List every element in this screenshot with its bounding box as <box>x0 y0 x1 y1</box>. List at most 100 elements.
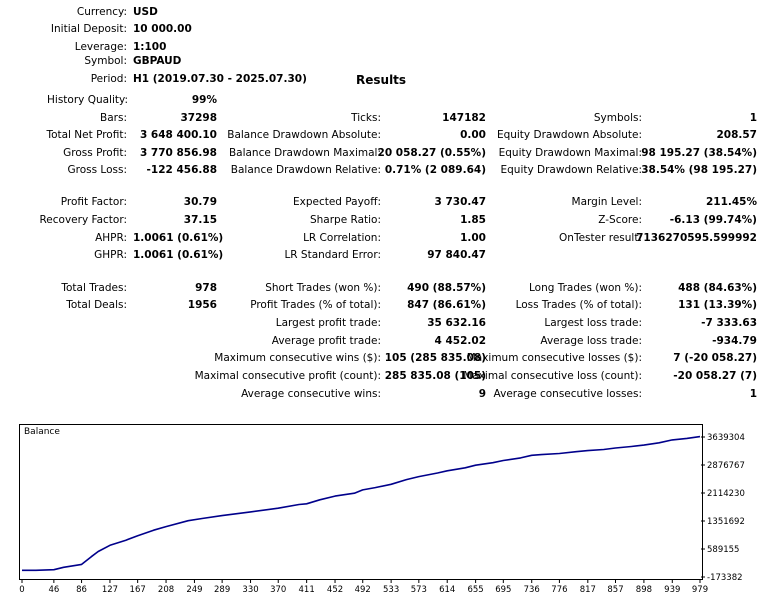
x-tick-label: 817 <box>580 585 596 595</box>
x-tick-label: 46 <box>48 585 59 595</box>
profit-factor-value: 30.79 <box>183 196 217 208</box>
x-tick-label: 979 <box>692 585 708 595</box>
symbol-value: GBPAUD <box>133 55 182 67</box>
leverage-value: 1:100 <box>133 41 167 53</box>
x-tick-label: 573 <box>411 585 427 595</box>
max-cons-wins-value: 105 (285 835.08) <box>384 352 486 364</box>
profit-trades-value: 847 (86.61%) <box>407 299 486 311</box>
lr-std-error-label: LR Standard Error: <box>284 249 381 261</box>
results-title: Results <box>356 73 407 87</box>
total-trades-value: 978 <box>195 282 217 294</box>
x-tick-label: 452 <box>327 585 343 595</box>
loss-trades-label: Loss Trades (% of total): <box>515 299 642 311</box>
history-quality-label: History Quality: <box>47 94 128 106</box>
balance-dd-max-value: 20 058.27 (0.55%) <box>377 147 486 159</box>
x-tick-label: 249 <box>186 585 202 595</box>
currency-label: Currency: <box>76 6 127 18</box>
net-profit-value: 3 648 400.10 <box>139 129 217 141</box>
deposit-label: Initial Deposit: <box>50 23 127 35</box>
x-tick-label: 86 <box>76 585 87 595</box>
x-tick-label: 614 <box>439 585 455 595</box>
expected-payoff-value: 3 730.47 <box>434 196 486 208</box>
ahpr-label: AHPR: <box>95 232 127 244</box>
balance-line <box>22 435 701 572</box>
equity-dd-abs-label: Equity Drawdown Absolute: <box>496 129 642 141</box>
margin-level-value: 211.45% <box>705 196 757 208</box>
y-tick-label: 2876767 <box>707 461 745 471</box>
avg-profit-value: 4 452.02 <box>434 335 486 347</box>
avg-cons-losses-value: 1 <box>749 388 757 400</box>
bars-value: 37298 <box>180 112 217 124</box>
x-tick-label: 167 <box>130 585 146 595</box>
y-tick-label: 3639304 <box>707 433 745 443</box>
avg-loss-value: -934.79 <box>712 335 757 347</box>
gross-profit-label: Gross Profit: <box>63 147 127 159</box>
max-cons-losses-label: Maximum consecutive losses ($): <box>466 352 642 364</box>
balance-dd-rel-label: Balance Drawdown Relative: <box>230 164 381 176</box>
symbols-value: 1 <box>749 112 757 124</box>
maximal-cons-profit-value: 285 835.08 (105) <box>384 370 486 382</box>
period-value: H1 (2019.07.30 - 2025.07.30) <box>133 73 307 85</box>
max-cons-wins-label: Maximum consecutive wins ($): <box>214 352 381 364</box>
equity-dd-abs-value: 208.57 <box>716 129 757 141</box>
x-tick-label: 736 <box>524 585 540 595</box>
deposit-value: 10 000.00 <box>133 23 192 35</box>
largest-loss-label: Largest loss trade: <box>544 317 642 329</box>
z-score-value: -6.13 (99.74%) <box>669 214 757 226</box>
sharpe-ratio-label: Sharpe Ratio: <box>309 214 381 226</box>
x-tick-label: 208 <box>158 585 174 595</box>
x-tick-label: 370 <box>270 585 286 595</box>
balance-dd-max-label: Balance Drawdown Maximal: <box>228 147 381 159</box>
loss-trades-value: 131 (13.39%) <box>678 299 757 311</box>
largest-profit-label: Largest profit trade: <box>275 317 381 329</box>
x-tick-label: 289 <box>214 585 230 595</box>
sharpe-ratio-value: 1.85 <box>460 214 486 226</box>
lr-correlation-label: LR Correlation: <box>303 232 381 244</box>
equity-dd-rel-label: Equity Drawdown Relative: <box>500 164 642 176</box>
symbols-label: Symbols: <box>593 112 642 124</box>
ghpr-value: 1.0061 (0.61%) <box>133 249 224 261</box>
avg-cons-wins-value: 9 <box>478 388 486 400</box>
bars-label: Bars: <box>100 112 127 124</box>
x-tick-label: 939 <box>664 585 680 595</box>
x-tick-label: 533 <box>383 585 399 595</box>
z-score-label: Z-Score: <box>598 214 642 226</box>
recovery-factor-value: 37.15 <box>183 214 217 226</box>
chart-title: Balance <box>24 427 60 437</box>
long-trades-value: 488 (84.63%) <box>678 282 757 294</box>
ghpr-label: GHPR: <box>94 249 127 261</box>
y-tick-label: -173382 <box>707 573 743 583</box>
gross-loss-value: -122 456.88 <box>146 164 217 176</box>
ahpr-value: 1.0061 (0.61%) <box>133 232 224 244</box>
x-tick-label: 857 <box>607 585 623 595</box>
equity-dd-max-label: Equity Drawdown Maximal: <box>498 147 642 159</box>
long-trades-label: Long Trades (won %): <box>528 282 642 294</box>
maximal-cons-loss-value: -20 058.27 (7) <box>673 370 757 382</box>
avg-cons-wins-label: Average consecutive wins: <box>241 388 381 400</box>
gross-profit-value: 3 770 856.98 <box>139 147 217 159</box>
ontester-label: OnTester result: <box>559 232 642 244</box>
equity-dd-rel-value: 38.54% (98 195.27) <box>641 164 757 176</box>
margin-level-label: Margin Level: <box>571 196 642 208</box>
avg-cons-losses-label: Average consecutive losses: <box>493 388 642 400</box>
x-tick-label: 411 <box>299 585 315 595</box>
y-tick-label: 1351692 <box>707 517 745 527</box>
x-tick-label: 655 <box>467 585 483 595</box>
x-tick-label: 127 <box>102 585 118 595</box>
y-tick-label: 589155 <box>707 545 739 555</box>
balance-dd-rel-value: 0.71% (2 089.64) <box>384 164 486 176</box>
net-profit-label: Total Net Profit: <box>46 129 127 141</box>
x-tick-label: 492 <box>355 585 371 595</box>
period-label: Period: <box>90 73 127 85</box>
maximal-cons-profit-label: Maximal consecutive profit (count): <box>194 370 381 382</box>
balance-dd-abs-label: Balance Drawdown Absolute: <box>227 129 381 141</box>
y-tick-label: 2114230 <box>707 489 745 499</box>
equity-dd-max-value: 98 195.27 (38.54%) <box>641 147 757 159</box>
x-tick-label: 0 <box>19 585 24 595</box>
short-trades-value: 490 (88.57%) <box>407 282 486 294</box>
total-deals-value: 1956 <box>187 299 217 311</box>
avg-profit-label: Average profit trade: <box>271 335 381 347</box>
balance-dd-abs-value: 0.00 <box>460 129 486 141</box>
total-trades-label: Total Trades: <box>61 282 127 294</box>
